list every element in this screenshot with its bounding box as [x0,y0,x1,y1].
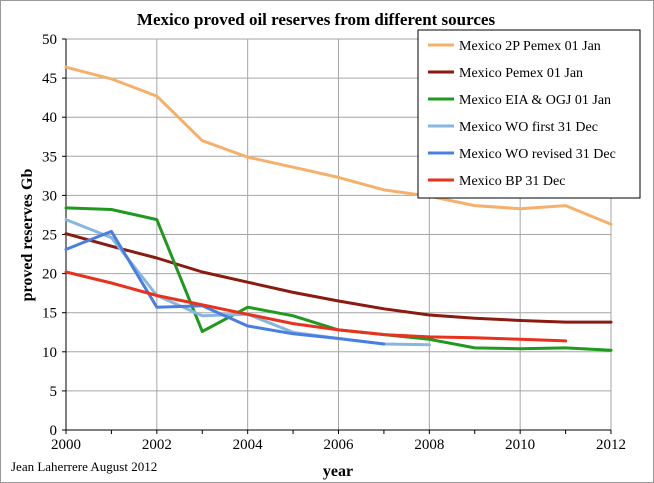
x-tick-label: 2004 [233,437,264,453]
series-line-2 [64,232,613,324]
legend-entry-label: Mexico BP 31 Dec [459,174,565,189]
legend-entry-label: Mexico WO first 31 Dec [459,120,598,135]
legend: Mexico 2P Pemex 01 Jan Mexico Pemex 01 Ja… [417,29,641,199]
x-tick-label: 2000 [51,437,81,453]
author-credit: Jean Laherrere August 2012 [11,459,157,474]
y-tick-label: 25 [42,228,57,244]
y-tick-label: 40 [42,110,57,126]
x-tick-label: 2002 [142,437,172,453]
series-line-1 [64,65,613,226]
axes: 0 5 10 15 20 25 30 35 40 45 50 2000 2002 2004 2006 2008… [42,32,626,453]
legend-entry-label: Mexico Pemex 01 Jan [459,66,583,81]
series-line-5 [64,229,386,346]
y-tick-label: 30 [42,188,57,204]
chart-title: Mexico proved oil reserves from differen… [137,10,496,29]
x-tick-label: 2008 [414,437,444,453]
y-tick-label: 10 [42,345,57,361]
y-axis-label: proved reserves Gb [19,169,36,302]
y-tick-label: 20 [42,267,57,283]
x-tick-label: 2010 [505,437,535,453]
y-tick-label: 15 [42,306,57,322]
legend-entry-label: Mexico 2P Pemex 01 Jan [459,39,601,54]
y-tick-label: 0 [50,423,58,439]
y-tick-label: 35 [42,149,57,165]
x-tick-label: 2006 [324,437,355,453]
legend-entry-label: Mexico EIA & OGJ 01 Jan [459,93,611,108]
x-axis-label: year [323,463,353,480]
legend-box [417,29,641,199]
x-tick-label: 2012 [596,437,626,453]
y-tick-label: 5 [50,384,58,400]
y-tick-label: 45 [42,71,57,87]
legend-entry-label: Mexico WO revised 31 Dec [459,147,616,162]
series-lines [64,65,613,352]
series-line-6 [64,270,568,343]
y-tick-label: 50 [42,32,57,48]
